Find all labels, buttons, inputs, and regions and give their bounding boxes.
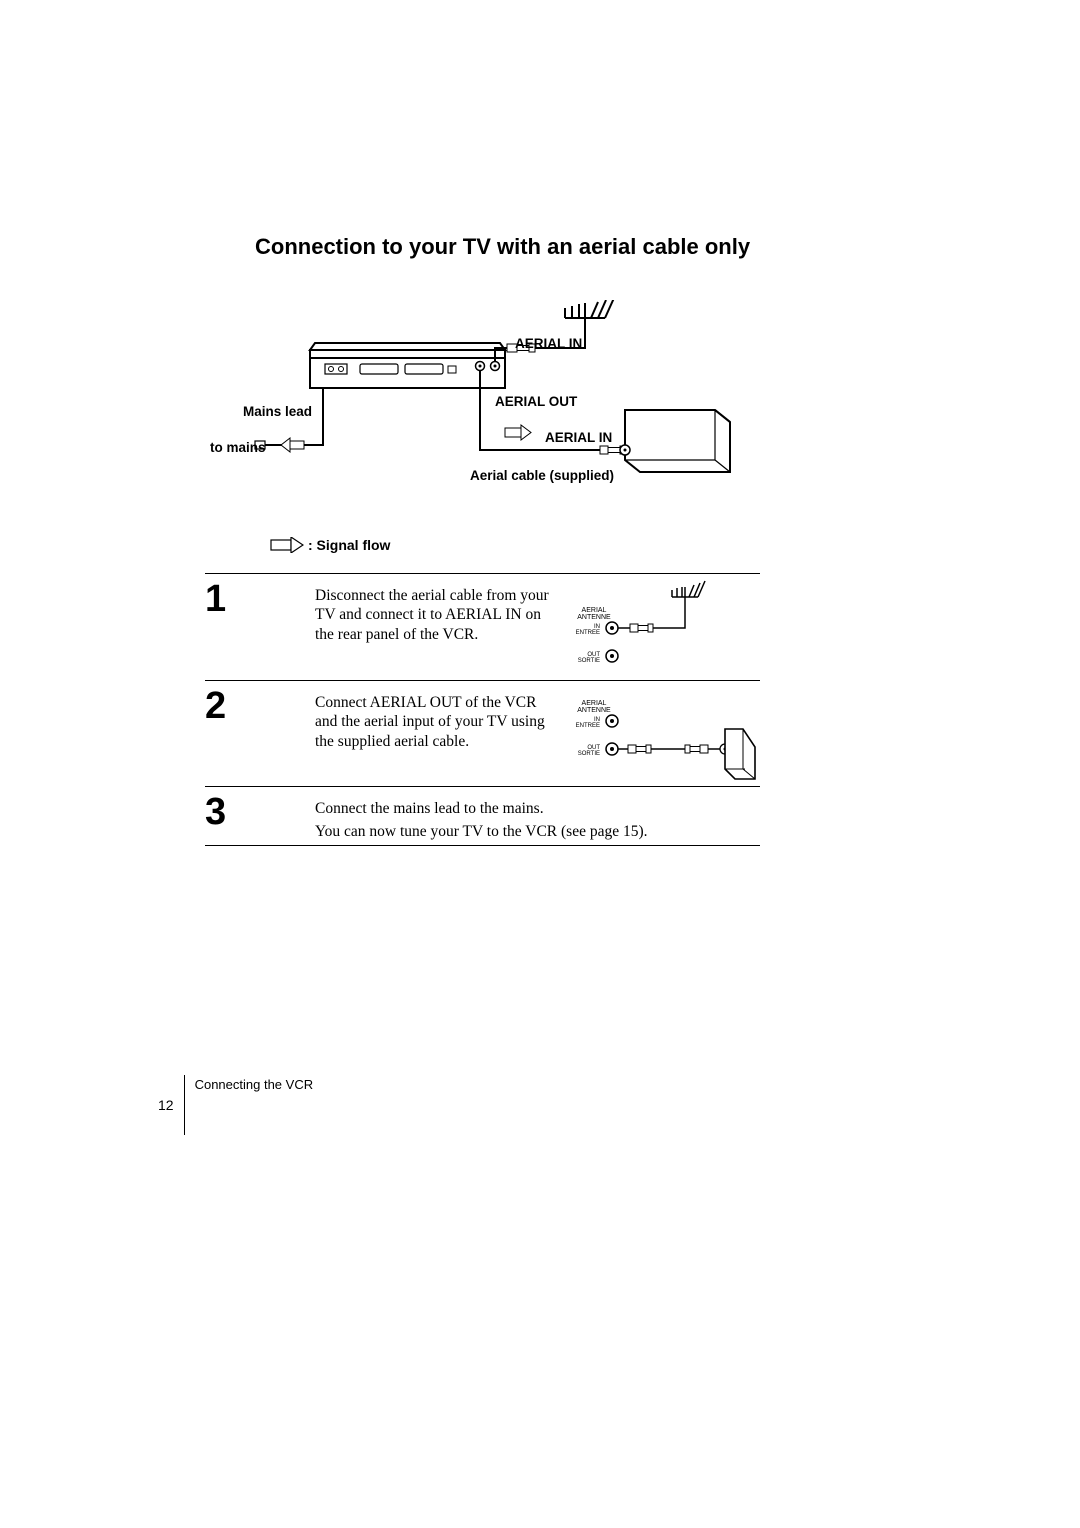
step-3-line1: Connect the mains lead to the mains.: [315, 799, 765, 818]
step-1-diagram: AERIAL ANTENNE IN ENTREE OUT SORTIE: [550, 580, 750, 676]
footer-divider: [184, 1075, 185, 1135]
step-2-number: 2: [205, 687, 226, 725]
svg-text:SORTIE: SORTIE: [578, 751, 600, 757]
signal-flow-legend: : Signal flow: [270, 537, 390, 553]
label-aerial-cable-supplied: Aerial cable (supplied): [470, 468, 614, 483]
step-3-number: 3: [205, 793, 226, 831]
svg-text:AERIAL: AERIAL: [582, 700, 607, 707]
svg-text:ENTREE: ENTREE: [576, 630, 600, 636]
label-to-mains: to mains: [210, 440, 266, 455]
footer-section: Connecting the VCR: [195, 1077, 314, 1092]
svg-text:ANTENNE: ANTENNE: [577, 707, 611, 714]
label-mains-lead: Mains lead: [243, 404, 312, 419]
svg-text:AERIAL: AERIAL: [582, 607, 607, 614]
step-2-text: Connect AERIAL OUT of the VCR and the ae…: [315, 693, 555, 751]
page-footer: 12 Connecting the VCR: [158, 1075, 313, 1135]
step-3-line2: You can now tune your TV to the VCR (see…: [315, 822, 765, 841]
step-1-number: 1: [205, 580, 226, 618]
aerial-in-cable-icon: [495, 300, 614, 362]
page-title: Connection to your TV with an aerial cab…: [255, 234, 750, 260]
svg-text:SORTIE: SORTIE: [578, 658, 600, 664]
step-2: 2 Connect AERIAL OUT of the VCR and the …: [205, 680, 760, 785]
step-3-text: Connect the mains lead to the mains. You…: [315, 799, 765, 842]
step-1: 1 Disconnect the aerial cable from your …: [205, 573, 760, 680]
step-2-diagram: AERIAL ANTENNE IN ENTREE OUT SORTIE: [550, 687, 760, 783]
page-number: 12: [158, 1097, 174, 1113]
label-aerial-out: AERIAL OUT: [495, 394, 577, 409]
svg-text:ENTREE: ENTREE: [576, 723, 600, 729]
label-aerial-in-top: AERIAL IN: [515, 336, 582, 351]
page: Connection to your TV with an aerial cab…: [0, 0, 1080, 1528]
antenna-icon: [565, 300, 614, 322]
signal-flow-arrow-icon: [270, 537, 304, 553]
main-connection-diagram: AERIAL IN AERIAL OUT AERIAL IN Mains lea…: [205, 300, 775, 560]
vcr-icon: [310, 343, 505, 388]
tv-icon: [620, 410, 730, 472]
step-3: 3 Connect the mains lead to the mains. Y…: [205, 786, 760, 846]
svg-text:ANTENNE: ANTENNE: [577, 614, 611, 621]
signal-flow-label: : Signal flow: [308, 537, 390, 553]
label-aerial-in-tv: AERIAL IN: [545, 430, 612, 445]
step-1-text: Disconnect the aerial cable from your TV…: [315, 586, 555, 644]
